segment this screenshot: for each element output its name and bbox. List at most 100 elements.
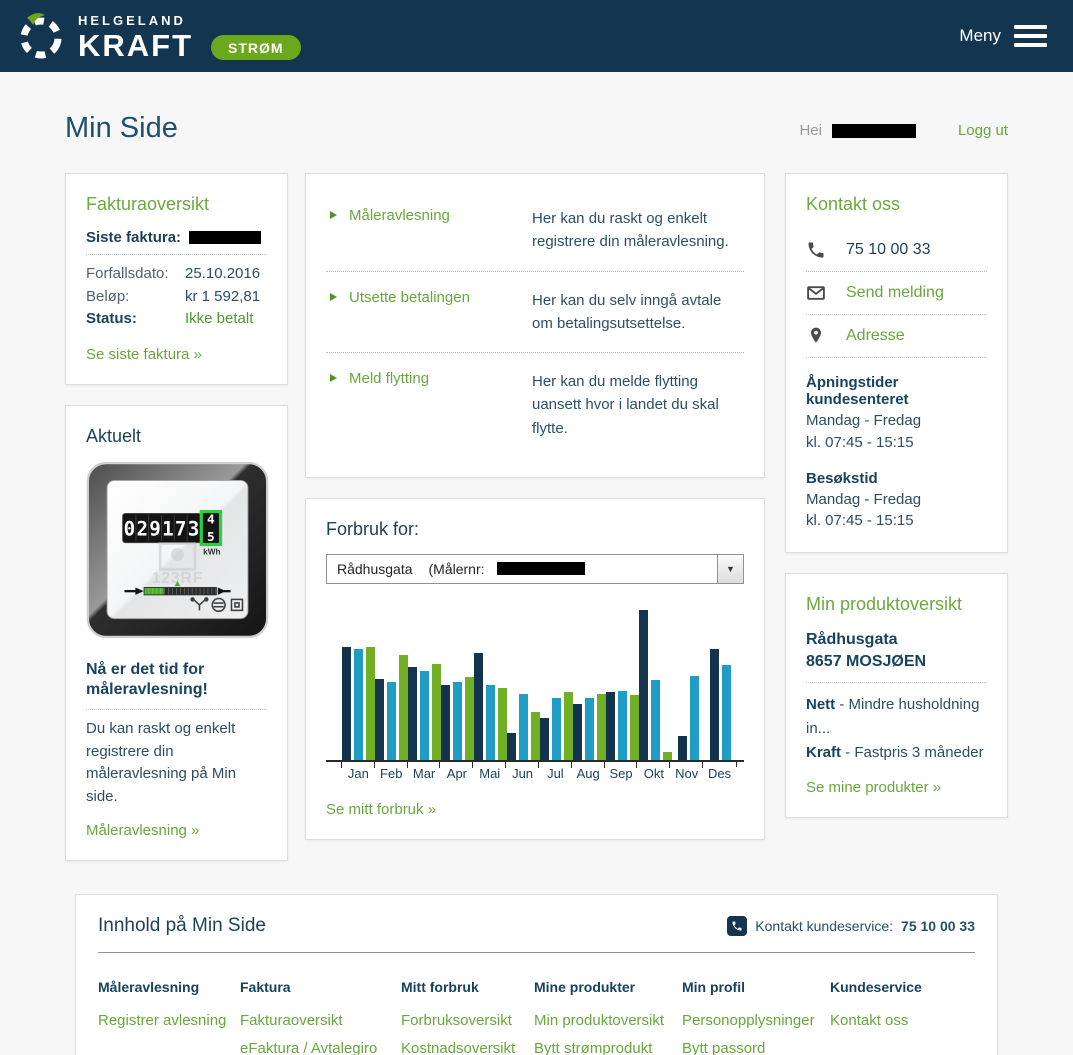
x-axis-label: Jan: [341, 761, 375, 781]
product-address-line2: 8657 MOSJØEN: [806, 652, 927, 670]
footer-link[interactable]: Forbruksoversikt: [401, 1012, 512, 1030]
footer-link[interactable]: Fakturaoversikt: [240, 1012, 343, 1030]
bar-dark-blue: [606, 691, 615, 760]
footer-link[interactable]: Bytt strømprodukt: [534, 1040, 653, 1055]
contact-row[interactable]: Adresse: [806, 315, 987, 357]
footer-column: Mine produkter Min produktoversikt Bytt st…: [534, 979, 682, 1055]
bar-dark-blue: [342, 646, 351, 760]
menu-button[interactable]: Meny: [959, 25, 1047, 47]
footer-link[interactable]: Kostnadsoversikt: [401, 1040, 516, 1055]
bar-group: [507, 693, 540, 760]
customer-service: Kontakt kundeservice: 75 10 00 33: [727, 916, 975, 937]
bar-group: [573, 693, 606, 760]
bar-group: [540, 691, 573, 760]
quick-link-row: Meld flytting Her kan du melde flytting u…: [326, 353, 744, 457]
quick-links: Måleravlesning Her kan du raskt og enkelt…: [326, 190, 744, 457]
footer-link[interactable]: Personopplysninger: [682, 1012, 815, 1030]
svg-text:4: 4: [207, 512, 215, 527]
contact-link[interactable]: Adresse: [846, 327, 905, 344]
greeting-label: Hei: [799, 122, 822, 139]
customer-service-phone: 75 10 00 33: [901, 918, 975, 935]
svg-text:kWh: kWh: [203, 547, 220, 556]
quick-link-row: Måleravlesning Her kan du raskt og enkelt…: [326, 190, 744, 271]
bar-green: [399, 654, 408, 760]
see-last-invoice-link[interactable]: Se siste faktura »: [86, 345, 202, 363]
redacted-invoice-number: [189, 231, 262, 244]
footer-column-heading: Faktura: [240, 979, 291, 996]
footer-link[interactable]: eFaktura / Avtalegiro: [240, 1040, 378, 1055]
bar-light-blue: [618, 690, 627, 760]
contact-hours: Åpningstider kundesenteret Mandag - Freda…: [806, 374, 987, 532]
arrow-right-icon: [330, 374, 337, 382]
footer-column-heading: Mitt forbruk: [401, 979, 479, 996]
bar-green: [366, 646, 375, 760]
redacted-username: [831, 123, 916, 138]
x-axis-label: Mai: [472, 761, 506, 781]
svg-text:3: 3: [188, 517, 200, 540]
x-axis-label: Sep: [603, 761, 638, 781]
select-address: Rådhusgata: [337, 560, 413, 577]
aktuelt-body: Du kan raskt og enkelt registrere din må…: [86, 720, 237, 805]
bar-light-blue: [519, 693, 528, 760]
quick-link-left: Utsette betalingen: [330, 289, 518, 336]
bar-light-blue: [651, 679, 660, 760]
svg-text:2: 2: [136, 517, 148, 540]
footer-link[interactable]: Min produktoversikt: [534, 1012, 665, 1030]
footer-link[interactable]: Kontakt oss: [830, 1012, 909, 1030]
invoice-card-title: Fakturaoversikt: [86, 194, 210, 214]
strom-badge: STRØM: [211, 35, 301, 60]
see-consumption-link[interactable]: Se mitt forbruk »: [326, 800, 437, 818]
bar-green: [432, 663, 441, 760]
x-axis-label: Apr: [439, 761, 473, 781]
bar-group: [672, 675, 704, 760]
bar-light-blue: [585, 697, 594, 760]
contact-items: 75 10 00 33 Send melding Adresse: [806, 229, 987, 358]
separator: [806, 271, 987, 272]
svg-text:123RF: 123RF: [152, 569, 203, 586]
footer-column: Min profil Personopplysninger Bytt passord…: [682, 979, 830, 1055]
x-axis-label: Feb: [373, 761, 408, 781]
x-axis-label: Des: [702, 761, 736, 781]
see-products-link[interactable]: Se mine produkter »: [806, 779, 942, 797]
invoice-field-label: Status:: [86, 310, 137, 327]
hamburger-icon: [1014, 25, 1047, 47]
brand-logo[interactable]: HELGELAND KRAFT STRØM: [14, 9, 301, 63]
contact-value: 75 10 00 33: [846, 241, 931, 258]
quick-link-desc: Her kan du melde flytting uansett hvor i…: [532, 373, 719, 437]
contact-card: Kontakt oss 75 10 00 33 Send melding Adres…: [785, 173, 1008, 553]
logout-link[interactable]: Logg ut: [957, 122, 1008, 139]
bar-green: [498, 687, 507, 760]
quick-link-row: Utsette betalingen Her kan du selv inngå …: [326, 272, 744, 353]
contact-link[interactable]: Send melding: [846, 284, 944, 301]
dropdown-arrow-icon[interactable]: ▼: [717, 554, 743, 583]
footer-columns: Måleravlesning Registrer avlesning Faktura…: [98, 979, 975, 1055]
invoice-card: Fakturaoversikt Siste faktura: Forfallsd…: [65, 173, 288, 385]
x-axis-label: Mar: [406, 761, 441, 781]
footer-link[interactable]: Registrer avlesning: [98, 1012, 227, 1030]
meter-select[interactable]: Rådhusgata (Målernr: ▼: [326, 553, 744, 584]
aktuelt-card-title: Aktuelt: [86, 425, 142, 446]
invoice-field-value: kr 1 592,81: [185, 287, 261, 305]
quick-link[interactable]: Utsette betalingen: [349, 288, 470, 306]
quick-links-card: Måleravlesning Her kan du raskt og enkelt…: [305, 173, 765, 478]
contact-row[interactable]: Send melding: [806, 272, 987, 314]
brand-emblem-icon: [20, 13, 62, 59]
arrow-right-icon: [330, 292, 337, 301]
bar-green: [597, 693, 606, 760]
quick-link[interactable]: Måleravlesning: [349, 207, 450, 224]
consumption-card: Forbruk for: Rådhusgata (Målernr: ▼ Jan F…: [305, 497, 765, 840]
invoice-field-label: Forfallsdato:: [86, 265, 169, 282]
separator: [806, 314, 987, 315]
bar-group: [606, 690, 639, 760]
meter-reading-link[interactable]: Måleravlesning »: [86, 822, 200, 840]
redacted-meter-number: [496, 562, 585, 576]
bar-group: [342, 646, 375, 760]
hours-heading: Besøkstid: [806, 469, 878, 487]
footer-link[interactable]: Bytt passord: [682, 1040, 766, 1055]
arrow-right-icon: [330, 211, 337, 219]
x-axis-label: Nov: [669, 761, 703, 781]
phone-badge-icon: [727, 916, 748, 937]
footer-title: Innhold på Min Side: [98, 915, 266, 937]
brand-top-text: HELGELAND: [78, 13, 186, 28]
quick-link[interactable]: Meld flytting: [349, 370, 430, 387]
